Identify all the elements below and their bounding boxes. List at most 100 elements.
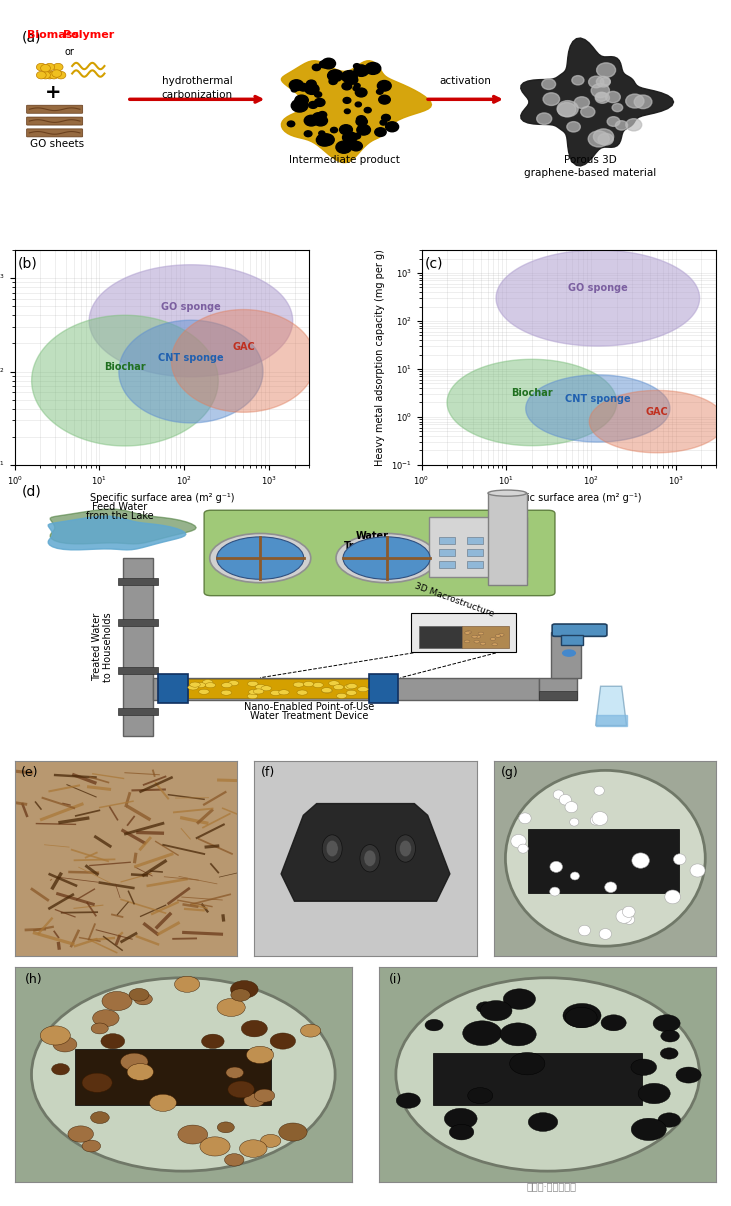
Circle shape [673, 854, 686, 865]
Circle shape [385, 122, 398, 131]
Bar [124, 558, 153, 736]
Ellipse shape [322, 835, 342, 862]
Text: GAC: GAC [232, 341, 255, 352]
Circle shape [205, 683, 216, 687]
Polygon shape [31, 315, 219, 446]
Circle shape [248, 681, 258, 686]
Circle shape [199, 689, 209, 695]
Circle shape [550, 888, 560, 896]
Circle shape [466, 631, 471, 633]
Text: Intermediate product: Intermediate product [289, 154, 400, 165]
Circle shape [270, 1034, 295, 1049]
Circle shape [49, 71, 58, 78]
Circle shape [357, 65, 367, 74]
Circle shape [327, 70, 343, 82]
Bar [433, 1053, 642, 1105]
Circle shape [121, 1053, 148, 1071]
Circle shape [596, 93, 607, 101]
Circle shape [570, 872, 580, 880]
Circle shape [353, 87, 359, 90]
Circle shape [297, 690, 308, 695]
Circle shape [355, 83, 360, 88]
Circle shape [638, 1083, 670, 1103]
Text: Nano-Enabled Point-of-Use: Nano-Enabled Point-of-Use [244, 702, 374, 713]
Circle shape [353, 134, 360, 139]
Circle shape [343, 537, 430, 579]
Circle shape [474, 640, 480, 643]
Circle shape [260, 1135, 281, 1147]
Circle shape [537, 113, 552, 124]
Circle shape [241, 1020, 268, 1037]
Circle shape [450, 1124, 474, 1140]
Bar [467, 549, 482, 556]
Circle shape [635, 95, 652, 109]
Text: graphene-based material: graphene-based material [524, 168, 656, 177]
Text: (a): (a) [22, 30, 41, 45]
Text: 公众号·石墨烯研究: 公众号·石墨烯研究 [526, 1182, 576, 1192]
Circle shape [542, 78, 556, 89]
Circle shape [543, 93, 560, 105]
Circle shape [594, 129, 613, 145]
Text: +: + [45, 83, 61, 103]
Text: (c): (c) [425, 257, 443, 270]
Circle shape [228, 680, 239, 686]
Circle shape [341, 71, 357, 82]
Circle shape [291, 99, 308, 112]
Circle shape [291, 88, 297, 92]
Circle shape [364, 107, 371, 113]
Ellipse shape [488, 490, 526, 496]
Circle shape [465, 632, 470, 634]
Text: (d): (d) [22, 485, 42, 498]
Circle shape [45, 64, 55, 71]
Circle shape [314, 92, 322, 98]
Text: GO sheets: GO sheets [30, 139, 84, 148]
Circle shape [357, 686, 368, 692]
Circle shape [605, 92, 621, 103]
Circle shape [231, 989, 250, 1001]
Circle shape [175, 976, 200, 993]
Circle shape [318, 111, 327, 118]
Circle shape [93, 1009, 119, 1026]
Circle shape [357, 116, 366, 123]
Circle shape [305, 83, 319, 94]
Circle shape [444, 1108, 477, 1129]
Text: Feed Water: Feed Water [92, 502, 148, 513]
Circle shape [569, 818, 579, 826]
Circle shape [355, 103, 361, 107]
Bar [369, 674, 398, 703]
Circle shape [355, 88, 367, 96]
Circle shape [306, 80, 317, 88]
Circle shape [339, 124, 352, 135]
Circle shape [308, 101, 317, 109]
Circle shape [336, 141, 352, 153]
Circle shape [396, 1093, 420, 1108]
Bar [118, 619, 159, 626]
Circle shape [559, 795, 572, 806]
Ellipse shape [364, 850, 376, 866]
Text: or: or [64, 47, 75, 57]
Text: Biochar: Biochar [511, 388, 553, 398]
Circle shape [279, 1123, 307, 1141]
Circle shape [91, 1023, 108, 1034]
Circle shape [102, 991, 132, 1011]
Circle shape [190, 683, 200, 687]
Text: hydrothermal: hydrothermal [162, 76, 232, 87]
Bar [439, 537, 455, 544]
Text: Water: Water [356, 532, 389, 541]
Circle shape [475, 636, 481, 638]
Circle shape [53, 1037, 77, 1052]
Bar [539, 678, 577, 699]
Circle shape [313, 113, 324, 121]
Circle shape [631, 1059, 656, 1076]
Circle shape [575, 96, 589, 109]
Circle shape [596, 63, 616, 77]
Circle shape [295, 95, 308, 105]
Circle shape [632, 853, 649, 868]
Text: Biochar: Biochar [104, 362, 145, 371]
Circle shape [68, 1126, 94, 1142]
Circle shape [230, 980, 258, 999]
Circle shape [463, 1020, 501, 1046]
Circle shape [550, 861, 562, 872]
Circle shape [52, 1064, 69, 1075]
Circle shape [612, 104, 623, 112]
